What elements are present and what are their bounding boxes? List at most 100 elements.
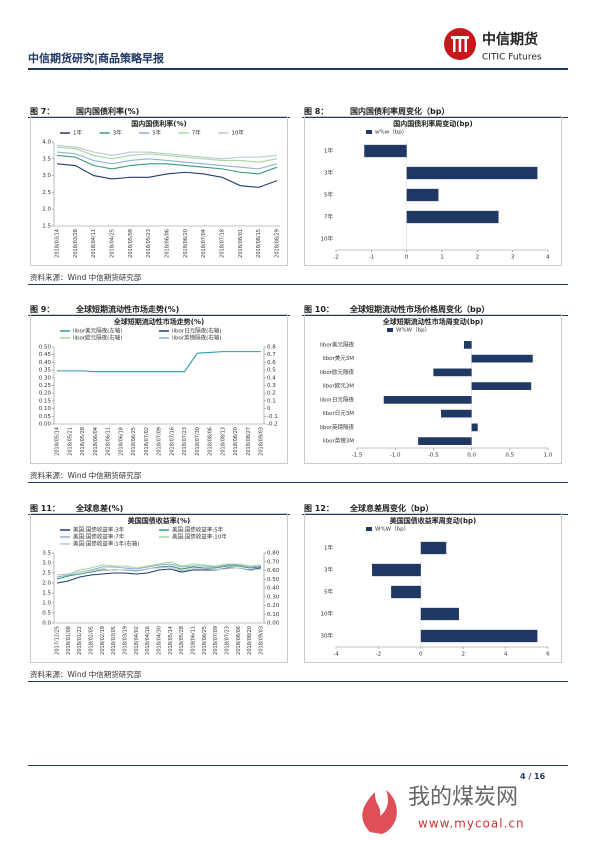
x-tick-label: 2018/05/14 xyxy=(55,427,61,456)
y2-tick-label: 0 xyxy=(267,406,271,412)
x-tick-label: 2018/06/11 xyxy=(106,427,112,456)
figure-rule xyxy=(28,514,290,515)
x-tick-label: 0 xyxy=(419,652,423,658)
series-line xyxy=(56,151,278,170)
category-label: 10年 xyxy=(321,610,334,618)
x-tick-label: 2018/06/06 xyxy=(165,229,171,258)
legend-label: libor美元隔夜(左轴) xyxy=(73,327,122,335)
category-label: 10年 xyxy=(321,235,334,243)
source-rule xyxy=(28,284,568,285)
figure-rule xyxy=(28,315,290,316)
y2-tick-label: -0.1 xyxy=(267,414,278,420)
y-tick-label: 3.5 xyxy=(42,551,51,557)
x-tick-label: 0.5 xyxy=(505,453,514,459)
y2-tick-label: 0.60 xyxy=(267,568,280,574)
y-tick-label: 1.0 xyxy=(42,601,51,607)
x-tick-label: 2017/12/25 xyxy=(55,626,61,655)
x-tick-label: 2 xyxy=(476,255,480,261)
x-tick-label: 2018/06/04 xyxy=(93,427,99,456)
legend-swatch xyxy=(387,328,393,332)
y2-tick-label: 0.4 xyxy=(267,375,276,381)
figure-label: 图 11： xyxy=(30,504,60,513)
chart: 美国国债收益率(%)美国:国债收益率:3年 美国:国债收益率:5年美国:国债收益率… xyxy=(30,513,288,663)
y-tick-label: 0.05 xyxy=(39,414,52,420)
series-line xyxy=(56,561,262,576)
x-tick-label: 1.0 xyxy=(544,453,553,459)
x-tick-label: 2018/07/23 xyxy=(225,626,231,655)
x-tick-label: -1.0 xyxy=(390,453,401,459)
chart-title: 全球短期流动性市场走势(%) xyxy=(113,317,204,326)
legend-label: 美国:国债收益率:1年(右轴) xyxy=(73,540,140,548)
source-rule xyxy=(28,482,568,483)
chart-frame xyxy=(30,116,288,266)
bar xyxy=(471,354,533,363)
x-tick-label: 4 xyxy=(546,255,550,261)
x-tick-label: 2018/06/18 xyxy=(118,427,124,456)
y2-tick-label: 0.50 xyxy=(267,577,280,583)
x-tick-label: -2 xyxy=(376,652,381,658)
category-label: libor日元3M xyxy=(323,410,355,417)
bar xyxy=(463,341,472,349)
header-rule xyxy=(28,68,568,70)
y2-tick-label: 0.30 xyxy=(267,594,280,600)
bar xyxy=(418,437,472,445)
x-tick-label: 2018/09/03 xyxy=(259,626,265,655)
y2-tick-label: 0.1 xyxy=(267,398,276,404)
y-tick-label: 2.0 xyxy=(42,581,51,587)
x-tick-label: 2018/04/16 xyxy=(145,626,151,655)
y-tick-label: 0.10 xyxy=(39,406,52,412)
bar xyxy=(383,396,472,404)
figure-label: 图 7： xyxy=(30,107,55,116)
category-label: 5年 xyxy=(324,588,333,596)
figure-rule xyxy=(302,315,568,316)
category-label: libor英镑3M xyxy=(323,437,355,445)
y-tick-label: 1.5 xyxy=(42,224,51,230)
x-tick-label: 2018/07/09 xyxy=(213,626,219,655)
x-tick-label: 2018/06/25 xyxy=(202,626,208,655)
legend-label: 10年 xyxy=(231,129,244,137)
figure-label: 图 12： xyxy=(304,504,334,513)
legend-label: libor日元隔夜(右轴) xyxy=(172,327,221,335)
logo: 中信期货 CITIC Futures xyxy=(444,28,542,63)
legend-swatch xyxy=(366,527,372,531)
chart-title: 美国国债收益率周变动(bp) xyxy=(390,516,476,525)
legend-swatch xyxy=(366,130,372,134)
y2-tick-label: 0.80 xyxy=(267,551,280,557)
header-title: 中信期货研究|商品策略早报 xyxy=(28,52,165,65)
y2-tick-label: 0.2 xyxy=(267,391,276,397)
category-label: libor美元隔夜 xyxy=(320,340,355,348)
y-tick-label: 0.00 xyxy=(39,422,52,428)
x-tick-label: 2018/07/18 xyxy=(220,229,226,258)
bar xyxy=(420,541,447,555)
watermark-text: 我的煤炭网 xyxy=(408,785,518,810)
y2-tick-label: 0.40 xyxy=(267,586,280,592)
category-label: libor欧元隔夜 xyxy=(320,368,355,376)
chart-title: 国内国债利率(%) xyxy=(131,119,186,128)
chart-frame xyxy=(304,513,562,663)
bar xyxy=(441,409,472,418)
chart: 美国国债收益率周变动(bp)W%W（bp） -4 -2 0 2 4 6 1年 3年 5年 10年 30… xyxy=(304,513,562,663)
x-tick-label: 2018/04/02 xyxy=(134,626,140,655)
legend-label: 3年 xyxy=(113,129,122,137)
legend-label: 1年 xyxy=(73,129,82,137)
x-tick-label: -1 xyxy=(369,255,374,261)
x-tick-label: 1 xyxy=(440,255,444,261)
x-tick-label: 2018/05/28 xyxy=(80,427,86,456)
x-tick-label: 2018/03/28 xyxy=(73,229,79,258)
x-tick-label: -4 xyxy=(333,652,339,658)
category-label: 5年 xyxy=(324,191,333,199)
series-line xyxy=(56,163,278,188)
figure-source: 资料来源：Wind 中信期货研究部 xyxy=(30,471,142,480)
y2-tick-label: -0.2 xyxy=(267,422,278,428)
chart-title: 国内国债利率周变动(bp) xyxy=(393,119,472,128)
legend-label: W%W（bp） xyxy=(396,327,430,334)
bar xyxy=(406,210,499,224)
logo-stroke xyxy=(451,36,469,39)
y-tick-label: 0.45 xyxy=(39,352,52,358)
category-label: 7年 xyxy=(324,213,333,221)
bar xyxy=(471,423,478,432)
x-tick-label: 0 xyxy=(405,255,409,261)
x-tick-label: 2018/07/16 xyxy=(169,427,175,456)
x-tick-label: 2018/05/23 xyxy=(146,229,152,258)
legend-label: W%W（bp） xyxy=(375,526,409,533)
